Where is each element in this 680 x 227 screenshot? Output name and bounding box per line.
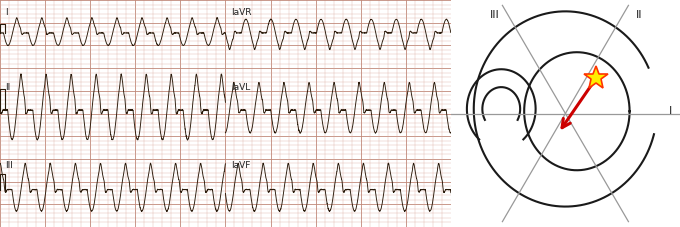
Text: IaVL: IaVL	[231, 83, 250, 92]
Text: II: II	[5, 83, 11, 92]
Text: I: I	[5, 8, 8, 17]
Text: III: III	[5, 161, 14, 170]
Text: IaVF: IaVF	[231, 161, 250, 170]
Text: I: I	[669, 106, 673, 116]
Text: III: III	[490, 10, 499, 20]
Text: II: II	[636, 10, 642, 20]
Text: IaVR: IaVR	[231, 8, 252, 17]
